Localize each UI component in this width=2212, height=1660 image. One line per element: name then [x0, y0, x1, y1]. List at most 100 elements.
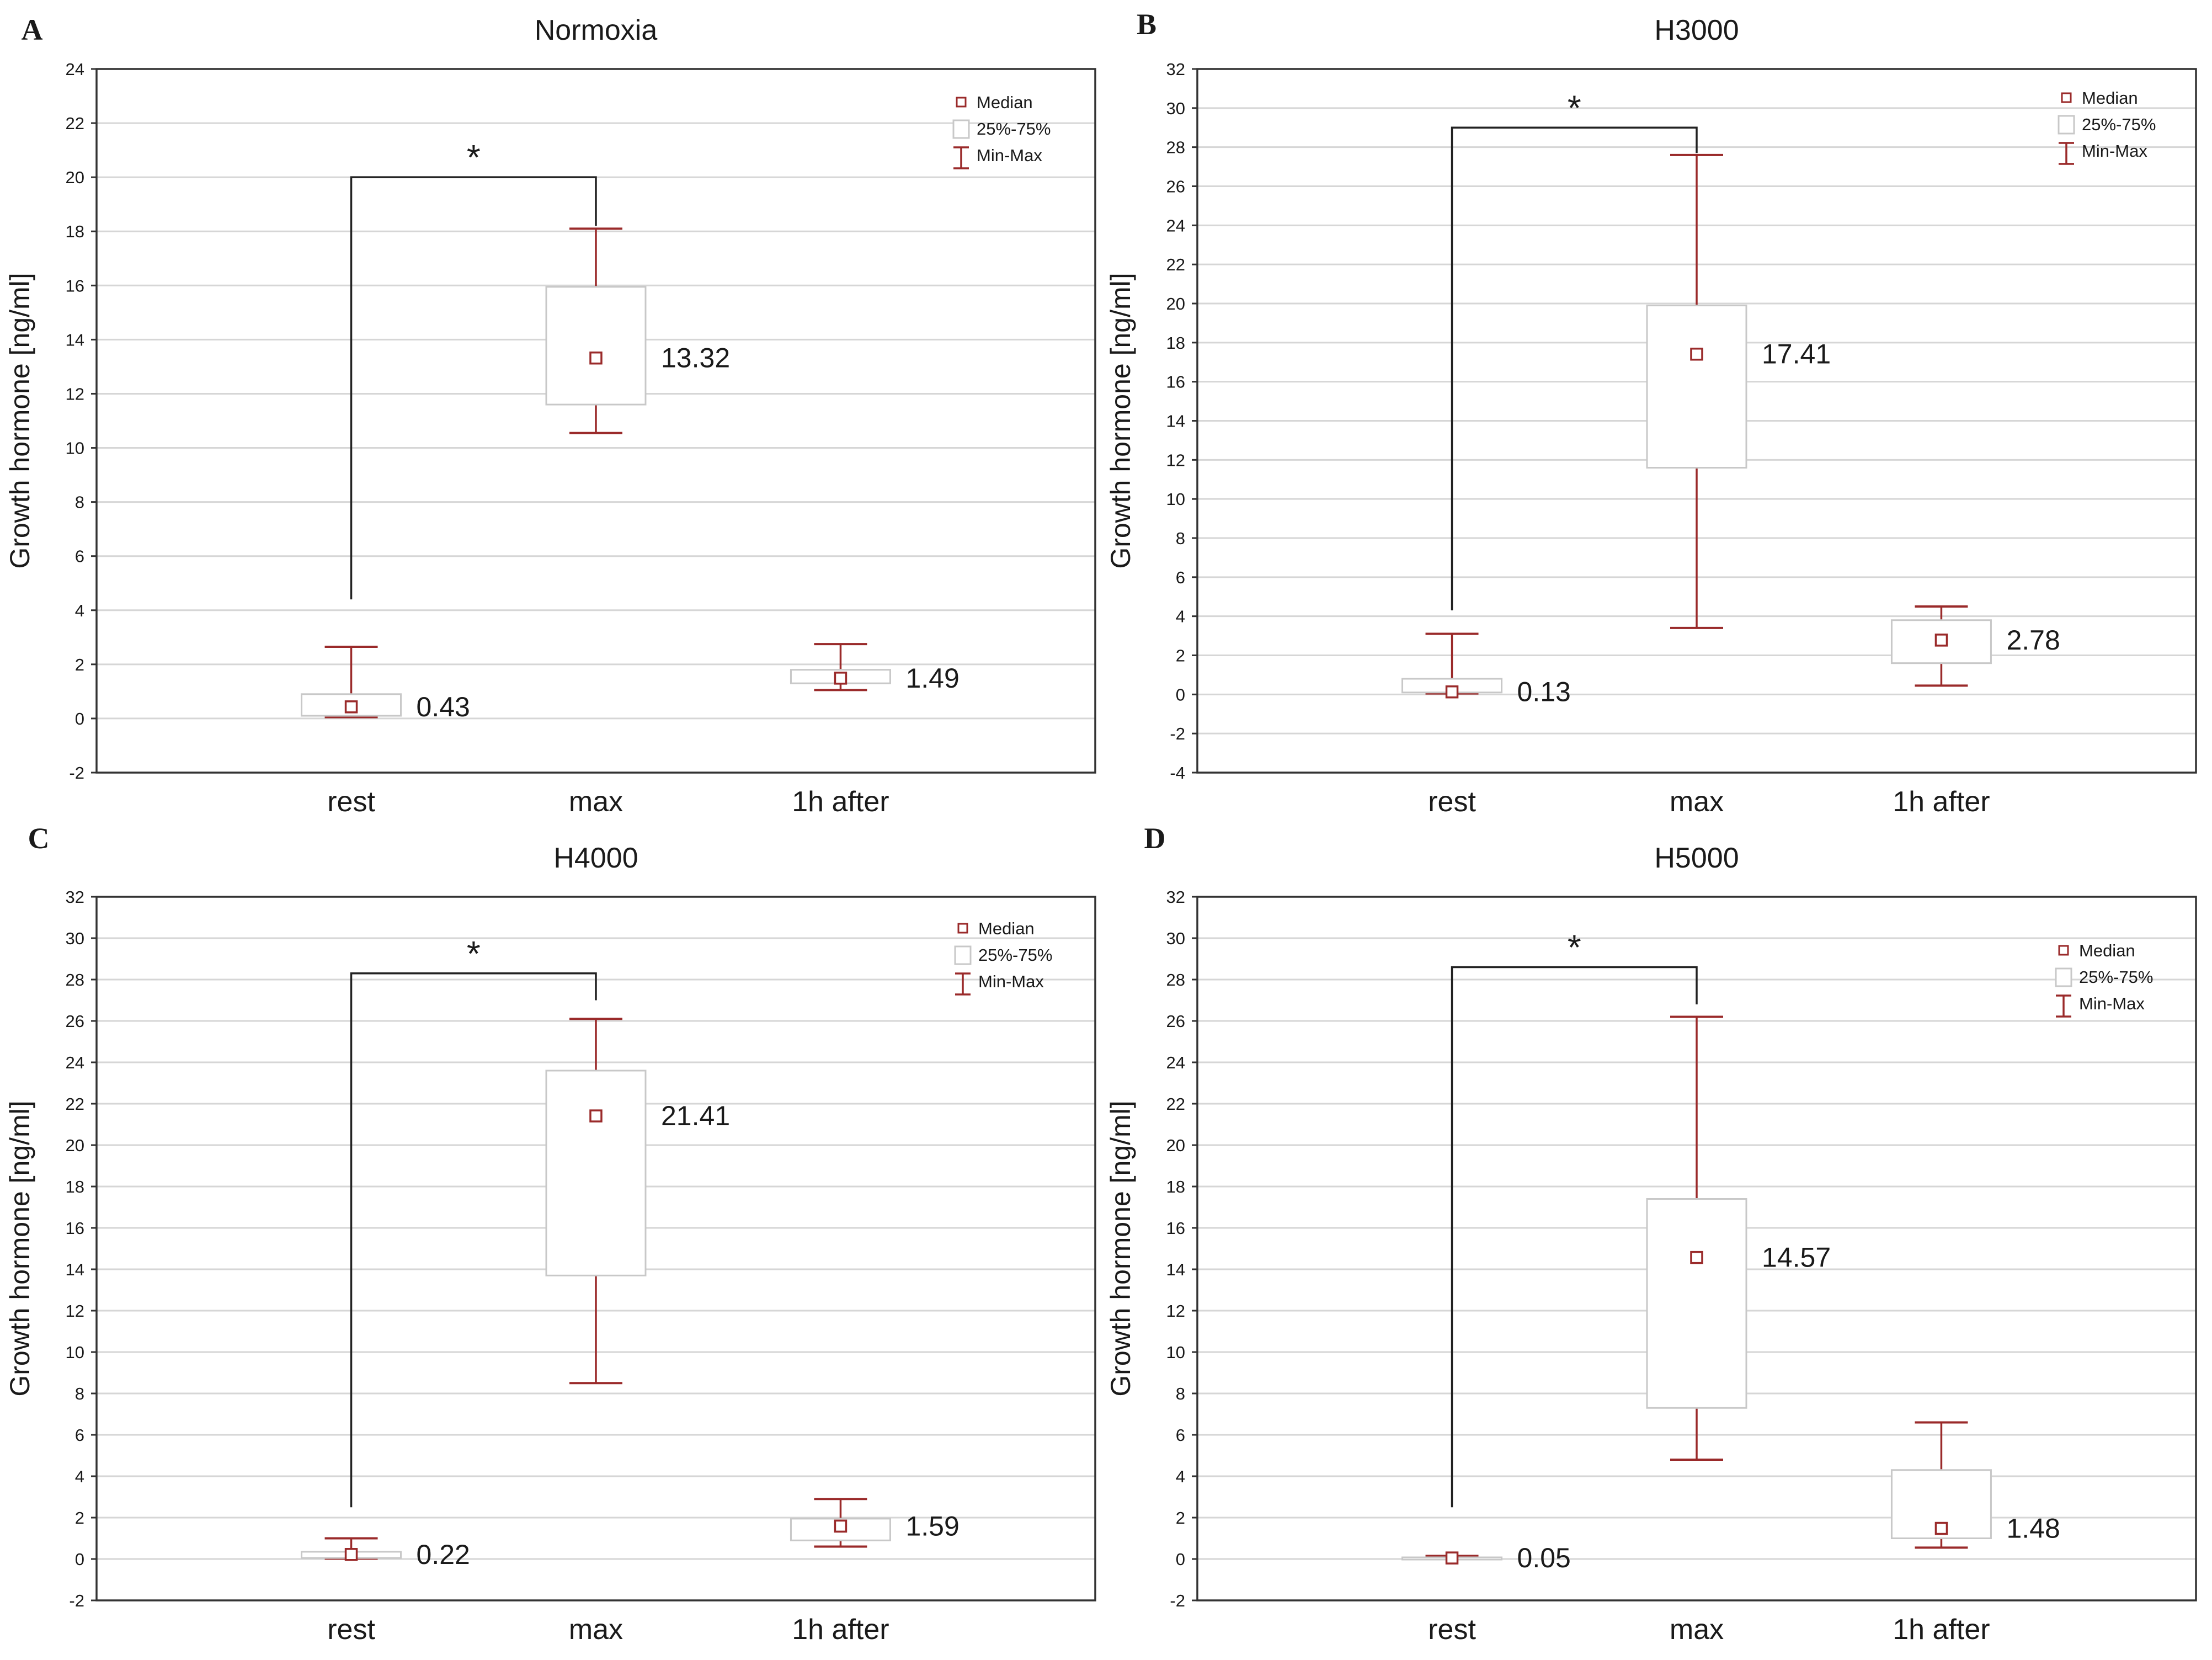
y-tick-label: 6 [1176, 568, 1185, 587]
y-tick-label: 18 [1166, 333, 1185, 353]
box-rest: 0.05 [1401, 1542, 1571, 1573]
y-tick-label: 12 [66, 384, 84, 403]
y-tick-label: 20 [66, 168, 84, 187]
y-tick-label: 12 [1166, 450, 1185, 470]
y-axis-label: Growth hormone [ng/ml] [4, 273, 35, 568]
median-label: 1.48 [2006, 1513, 2060, 1544]
legend-range-label: Min-Max [2082, 141, 2147, 161]
median-label: 0.43 [417, 691, 470, 722]
y-axis-label: Growth hormone [ng/ml] [1105, 273, 1136, 568]
box-rest: 0.43 [301, 645, 470, 722]
y-tick-label: 0 [75, 1550, 84, 1569]
y-tick-label: 4 [75, 601, 84, 620]
x-tick-label: rest [327, 1614, 375, 1646]
iqr-box [1646, 1198, 1747, 1409]
y-tick-label: 2 [75, 655, 84, 674]
y-tick-label: 24 [66, 1053, 84, 1072]
y-tick-label: 8 [1176, 529, 1185, 548]
y-tick-label: -4 [1170, 763, 1185, 783]
x-tick-label: max [1670, 786, 1724, 818]
y-tick-label: 6 [75, 547, 84, 566]
y-tick-label: 8 [1176, 1384, 1185, 1403]
y-tick-label: 14 [66, 330, 84, 349]
y-tick-label: 22 [1166, 1094, 1185, 1114]
plot-frame [95, 68, 1096, 774]
legend-iqr-icon [954, 945, 972, 965]
median-marker [1445, 685, 1459, 699]
y-tick-label: 22 [66, 1094, 84, 1114]
median-marker [1690, 1251, 1703, 1264]
y-tick-label: 8 [75, 493, 84, 512]
significance-bracket [1451, 126, 1698, 611]
panel-letter: A [22, 13, 43, 46]
legend-iqr-label: 25%-75% [2079, 967, 2153, 987]
significance-star: * [1568, 88, 1581, 127]
y-tick-label: 22 [1166, 255, 1185, 274]
median-marker [834, 672, 848, 685]
y-tick-label: 24 [66, 60, 84, 79]
significance-bracket [350, 972, 597, 1508]
y-tick-label: 28 [1166, 138, 1185, 157]
y-tick-label: 16 [1166, 1219, 1185, 1238]
significance-star: * [467, 934, 481, 973]
y-tick-label: 0 [1176, 685, 1185, 704]
y-tick-label: 0 [75, 709, 84, 728]
legend-median-label: Median [2079, 941, 2135, 960]
y-tick-label: 24 [1166, 216, 1185, 235]
y-tick-label: 26 [66, 1012, 84, 1031]
iqr-box [545, 286, 647, 406]
y-tick-label: 14 [66, 1260, 84, 1279]
box-max: 17.41 [1646, 153, 1831, 629]
y-tick-label: 30 [1166, 929, 1185, 948]
median-label: 17.41 [1762, 339, 1831, 370]
y-tick-label: 10 [1166, 1343, 1185, 1362]
y-tick-label: 20 [66, 1136, 84, 1155]
legend-iqr-label: 25%-75% [978, 945, 1052, 965]
median-marker [1934, 1521, 1948, 1535]
x-tick-label: max [1670, 1614, 1724, 1646]
legend-range-label: Min-Max [977, 146, 1042, 165]
y-tick-label: 32 [1166, 60, 1185, 79]
legend: Median 25%-75% Min-Max [2055, 941, 2153, 1018]
box-max: 13.32 [545, 227, 730, 434]
panel-b: -4-202468101214161820222426283032Growth … [1105, 8, 2197, 818]
legend-range-label: Min-Max [978, 972, 1044, 991]
legend-iqr-label: 25%-75% [2082, 115, 2156, 134]
legend: Median 25%-75% Min-Max [954, 919, 1052, 996]
chart-title: H5000 [1654, 842, 1739, 874]
y-tick-label: 28 [1166, 970, 1185, 989]
y-tick-label: 26 [1166, 1012, 1185, 1031]
median-label: 0.22 [417, 1539, 470, 1570]
y-tick-label: 16 [66, 276, 84, 295]
significance-star: * [1568, 928, 1581, 967]
legend-median-icon [957, 923, 968, 934]
y-tick-label: -2 [69, 1591, 84, 1610]
chart-title: H4000 [553, 842, 638, 874]
x-tick-label: rest [1428, 786, 1476, 818]
x-tick-label: 1h after [1893, 1614, 1990, 1646]
y-tick-label: -2 [69, 763, 84, 783]
legend-range-label: Min-Max [2079, 994, 2145, 1013]
legend-iqr-icon [2055, 967, 2072, 987]
y-tick-label: 22 [66, 114, 84, 133]
median-marker [344, 700, 358, 714]
x-tick-label: rest [327, 786, 375, 818]
y-tick-label: 10 [66, 439, 84, 458]
plot-frame [1196, 68, 2197, 774]
y-tick-label: 20 [1166, 294, 1185, 313]
y-axis-label: Growth hormone [ng/ml] [1105, 1100, 1136, 1396]
significance-bracket [1451, 966, 1698, 1508]
median-label: 14.57 [1762, 1242, 1831, 1273]
legend-median-icon [956, 97, 967, 108]
legend-median-icon [2061, 92, 2072, 103]
y-tick-label: 18 [66, 222, 84, 241]
legend: Median 25%-75% Min-Max [2058, 88, 2156, 165]
y-tick-label: 10 [66, 1343, 84, 1362]
y-tick-label: 16 [1166, 373, 1185, 392]
y-tick-label: 24 [1166, 1053, 1185, 1072]
box-rest: 0.22 [301, 1537, 470, 1570]
